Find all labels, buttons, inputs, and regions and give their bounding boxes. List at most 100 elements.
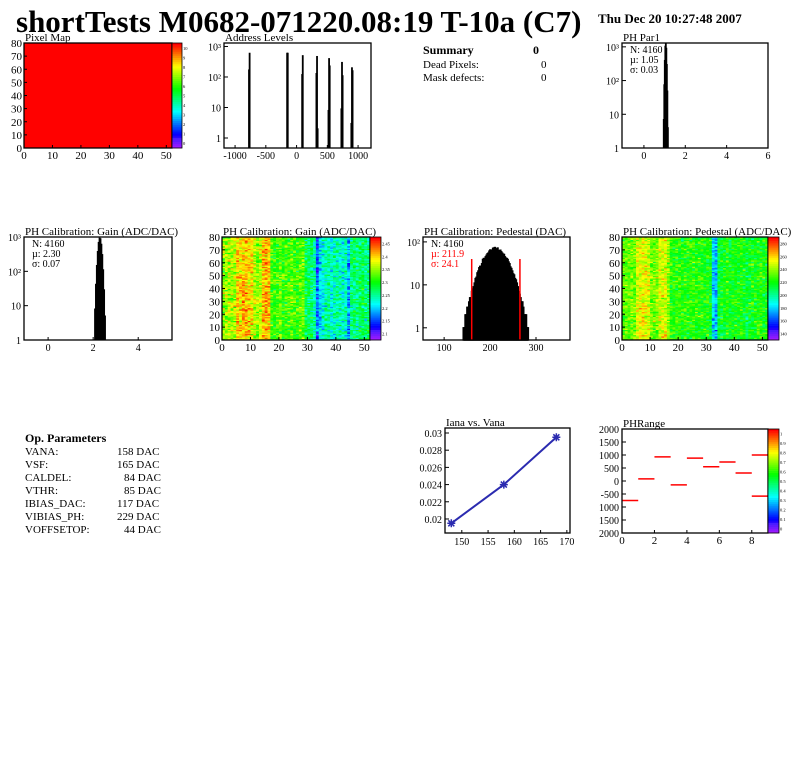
stats-line: σ: 0.07 <box>32 259 60 270</box>
heatmap-cell <box>347 293 351 296</box>
heatmap-cell <box>324 269 328 271</box>
heatmap-cell <box>276 311 280 314</box>
heatmap-cell <box>281 246 285 248</box>
chart-gainh: PH Calibration: Gain (ADC/DAC)0 2 411010²1… <box>8 226 178 354</box>
heatmap-cell <box>358 265 362 267</box>
heatmap-cell <box>224 238 228 240</box>
heatmap-cell <box>307 310 311 312</box>
heatmap-cell <box>624 278 628 280</box>
heatmap-cell <box>304 328 308 330</box>
heatmap-cell <box>630 239 634 242</box>
heatmap-cell <box>276 283 280 285</box>
heatmap-cell <box>236 329 240 332</box>
heatmap-cell <box>241 239 246 242</box>
heatmap-cell <box>227 298 231 301</box>
heatmap-cell <box>633 279 637 282</box>
heatmap-cell <box>281 291 285 293</box>
heatmap-cell <box>256 271 260 274</box>
heatmap-cell <box>307 316 311 319</box>
heatmap-cell <box>347 262 351 265</box>
heatmap-cell <box>344 262 348 265</box>
heatmap-cell <box>244 264 248 266</box>
heatmap-cell <box>298 311 302 314</box>
heatmap-cell <box>273 271 277 274</box>
heatmap-cell <box>361 319 365 321</box>
heatmap-cell <box>313 282 317 284</box>
heatmap-cell <box>224 289 228 292</box>
heatmap-cell <box>261 329 265 332</box>
heatmap-cell <box>338 251 342 253</box>
heatmap-cell <box>261 253 265 256</box>
heatmap-cell <box>347 276 351 279</box>
heatmap-cell <box>287 243 291 246</box>
heatmap-cell <box>358 283 362 285</box>
heatmap-cell <box>347 327 351 329</box>
heatmap-cell <box>315 318 320 320</box>
heatmap-cell <box>327 319 331 321</box>
heatmap-cell <box>622 302 626 305</box>
heatmap-cell <box>361 248 365 251</box>
heatmap-cell <box>367 248 371 251</box>
heatmap-cell <box>230 310 234 312</box>
heatmap-cell <box>270 285 274 288</box>
heatmap-cell <box>298 266 302 269</box>
palette-label: 1 <box>183 132 185 137</box>
heatmap-cell <box>630 292 634 294</box>
heatmap-cell <box>341 256 345 258</box>
heatmap-cell <box>361 246 365 248</box>
heatmap-cell <box>627 244 631 247</box>
heatmap-cell <box>352 315 357 318</box>
heatmap-cell <box>333 298 337 301</box>
heatmap-cell <box>247 321 251 324</box>
heatmap-cell <box>230 283 234 285</box>
heatmap-cell <box>315 332 320 334</box>
heatmap-cell <box>233 256 237 258</box>
heatmap-cell <box>278 303 283 306</box>
heatmap-cell <box>256 300 260 302</box>
heatmap-cell <box>222 258 226 261</box>
heatmap-cell <box>352 267 357 270</box>
heatmap-cell <box>327 328 331 330</box>
x-tick-label: -1000 <box>223 151 246 162</box>
heatmap-cell <box>338 310 342 312</box>
heatmap-cell <box>273 258 277 261</box>
heatmap-cell <box>622 252 626 255</box>
heatmap-cell <box>284 249 288 252</box>
heatmap-cell <box>253 269 257 271</box>
heatmap-cell <box>222 246 226 248</box>
heatmap-cell <box>344 271 348 274</box>
heatmap-cell <box>296 260 300 262</box>
heatmap-cell <box>244 285 248 288</box>
heatmap-cell <box>278 248 283 251</box>
heatmap-cell <box>253 302 257 305</box>
heatmap-cell <box>236 269 240 271</box>
heatmap-cell <box>633 333 637 336</box>
heatmap-cell <box>233 310 237 312</box>
heatmap-cell <box>355 305 359 307</box>
heatmap-cell <box>627 243 631 246</box>
heatmap-cell <box>233 262 237 265</box>
heatmap-cell <box>352 274 357 276</box>
heatmap-cell <box>355 325 359 328</box>
heatmap-cell <box>304 311 308 314</box>
heatmap-cell <box>256 310 260 312</box>
heatmap-cell <box>627 246 631 248</box>
heatmap-cell <box>233 321 237 324</box>
heatmap-cell <box>367 325 371 328</box>
heatmap-cell <box>253 257 257 260</box>
heatmap-cell <box>344 287 348 289</box>
heatmap-cell <box>227 312 231 315</box>
heatmap-cell <box>304 282 308 284</box>
heatmap-cell <box>318 330 322 333</box>
heatmap-cell <box>244 318 248 320</box>
heatmap-cell <box>361 309 365 311</box>
heatmap-cell <box>278 287 283 289</box>
heatmap-cell <box>236 251 240 253</box>
heatmap-cell <box>310 315 314 318</box>
heatmap-cell <box>358 327 362 329</box>
heatmap-cell <box>307 251 311 253</box>
heatmap-cell <box>270 307 274 310</box>
heatmap-cell <box>259 240 263 243</box>
heatmap-cell <box>624 318 628 320</box>
heatmap-cell <box>222 260 226 262</box>
